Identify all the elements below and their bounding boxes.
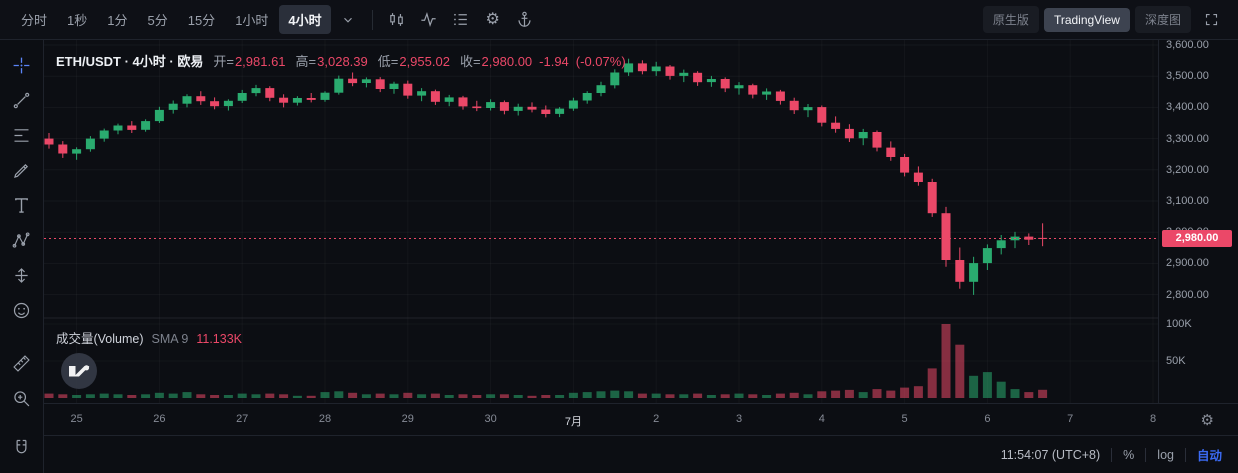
open-value: 2,981.61 — [234, 54, 286, 69]
emoji-icon[interactable] — [5, 295, 39, 326]
time-axis-label[interactable]: 8 — [1149, 413, 1157, 425]
measure-range-icon[interactable] — [5, 260, 39, 291]
chart-main: ETH/USDT · 4小时 · 欧易 开= 2,981.61 高= 3,028.3… — [44, 39, 1238, 473]
xabcd-pattern-icon[interactable] — [5, 225, 39, 256]
time-axis[interactable]: 25 26 27 28 29 30 7月 2 3 4 5 6 7 8 ⚙ — [44, 403, 1238, 435]
interval-15m[interactable]: 15分 — [187, 13, 216, 28]
magnet-icon[interactable] — [5, 432, 39, 463]
status-divider — [1111, 447, 1113, 462]
ruler-icon[interactable] — [5, 348, 39, 379]
fullscreen-icon[interactable] — [1196, 6, 1226, 34]
tab-depth-chart[interactable]: 深度图 — [1134, 6, 1191, 33]
symbol-header: ETH/USDT · 4小时 · 欧易 开= 2,981.61 高= 3,028.3… — [56, 51, 626, 70]
chart-panes: ETH/USDT · 4小时 · 欧易 开= 2,981.61 高= 3,028.3… — [44, 39, 1238, 403]
percent-scale-toggle[interactable]: % — [1123, 447, 1135, 462]
high-label: 高= — [295, 54, 317, 69]
interval-5m[interactable]: 5分 — [147, 13, 168, 28]
time-axis-label[interactable]: 5 — [901, 413, 908, 425]
interval-1m[interactable]: 1分 — [107, 13, 128, 28]
candle-style-icon[interactable] — [382, 6, 412, 34]
candlestick-chart[interactable] — [44, 40, 1158, 403]
interval-fenshi[interactable]: 分时 — [21, 13, 48, 28]
volume-header: 成交量(Volume) SMA 9 11.133K — [56, 328, 242, 347]
interval-1s[interactable]: 1秒 — [67, 13, 88, 28]
chevron-down-icon[interactable] — [333, 6, 363, 34]
time-axis-label[interactable]: 7月 — [564, 416, 582, 428]
clock-utc-label[interactable]: 11:54:07 (UTC+8) — [1000, 447, 1101, 462]
open-label: 开= — [213, 54, 234, 69]
status-divider — [1145, 447, 1147, 462]
time-axis-label[interactable]: 25 — [70, 413, 83, 425]
close-label: 收= — [459, 54, 481, 69]
close-value: 2,980.00 — [481, 54, 533, 69]
volume-title[interactable]: 成交量(Volume) — [56, 332, 144, 346]
indicator-list-icon[interactable] — [446, 6, 476, 34]
brush-icon[interactable] — [5, 155, 39, 186]
axis-label: 3,300.00 — [1166, 132, 1209, 145]
interval-4h[interactable]: 4小时 — [279, 5, 331, 34]
axis-label: 50K — [1166, 355, 1186, 367]
time-axis-label[interactable]: 28 — [318, 413, 332, 425]
trend-line-icon[interactable] — [5, 85, 39, 116]
time-axis-label[interactable]: 4 — [818, 413, 825, 425]
toolbar-divider — [371, 9, 373, 30]
time-axis-label[interactable]: 27 — [236, 413, 249, 425]
drawing-toolbar — [0, 40, 44, 473]
time-axis-label[interactable]: 29 — [401, 413, 414, 425]
crosshair-icon[interactable] — [5, 50, 39, 81]
time-axis-label[interactable]: 26 — [153, 413, 166, 425]
top-toolbar: 分时 1秒 1分 5分 15分 1小时 4小时 ⚙ 原生版 TradingVie… — [0, 0, 1238, 40]
volume-sma-value: 11.133K — [196, 332, 243, 346]
toolbar-right-group: 原生版 TradingView 深度图 — [982, 6, 1226, 34]
interval-1h[interactable]: 1小时 — [235, 13, 269, 28]
high-value: 3,028.39 — [317, 54, 368, 69]
chart-plot[interactable]: ETH/USDT · 4小时 · 欧易 开= 2,981.61 高= 3,028.3… — [44, 40, 1158, 403]
axis-label: 3,200.00 — [1166, 163, 1209, 176]
volume-sma-label: SMA 9 — [151, 332, 189, 346]
axis-label: 2,900.00 — [1166, 257, 1209, 270]
price-axis[interactable]: 2,980.00 3,600.00 3,500.00 3,400.00 3,300.0… — [1158, 39, 1238, 403]
axis-label: 2,800.00 — [1166, 288, 1209, 301]
text-tool-icon[interactable] — [5, 190, 39, 221]
auto-scale-toggle[interactable]: 自动 — [1196, 449, 1222, 463]
change-value: -1.94 — [539, 54, 569, 69]
time-axis-label[interactable]: 7 — [1067, 413, 1074, 425]
indicators-icon[interactable] — [414, 6, 444, 34]
axis-settings-gear-icon[interactable]: ⚙ — [1200, 412, 1214, 429]
tab-native-version[interactable]: 原生版 — [982, 6, 1039, 33]
fib-lines-icon[interactable] — [5, 120, 39, 151]
tradingview-logo[interactable] — [60, 352, 98, 390]
settings-gear-icon[interactable]: ⚙ — [485, 10, 500, 28]
zoom-in-icon[interactable] — [5, 383, 39, 414]
status-bar: 11:54:07 (UTC+8) % log 自动 — [44, 435, 1238, 473]
axis-label: 3,600.00 — [1166, 39, 1209, 51]
current-price-badge: 2,980.00 — [1162, 229, 1232, 247]
time-axis-label[interactable]: 3 — [735, 413, 743, 425]
time-axis-labels: 25 26 27 28 29 30 7月 2 3 4 5 6 7 8 — [44, 404, 1158, 436]
symbol-title[interactable]: ETH/USDT · 4小时 · 欧易 — [56, 54, 204, 69]
log-scale-toggle[interactable]: log — [1157, 447, 1174, 462]
time-axis-label[interactable]: 30 — [484, 413, 497, 425]
change-percent: (-0.07%) — [575, 54, 626, 69]
axis-label: 3,100.00 — [1166, 195, 1209, 207]
low-value: 2,955.02 — [399, 54, 450, 69]
time-axis-label[interactable]: 6 — [984, 413, 991, 425]
status-divider — [1184, 447, 1186, 462]
axis-label: 3,500.00 — [1166, 70, 1209, 83]
anchor-icon[interactable] — [510, 6, 540, 34]
tab-tradingview[interactable]: TradingView — [1043, 7, 1130, 32]
axis-label: 3,400.00 — [1166, 101, 1209, 114]
time-axis-label[interactable]: 2 — [653, 413, 660, 425]
axis-label: 100K — [1166, 318, 1192, 330]
low-label: 低= — [377, 54, 399, 69]
